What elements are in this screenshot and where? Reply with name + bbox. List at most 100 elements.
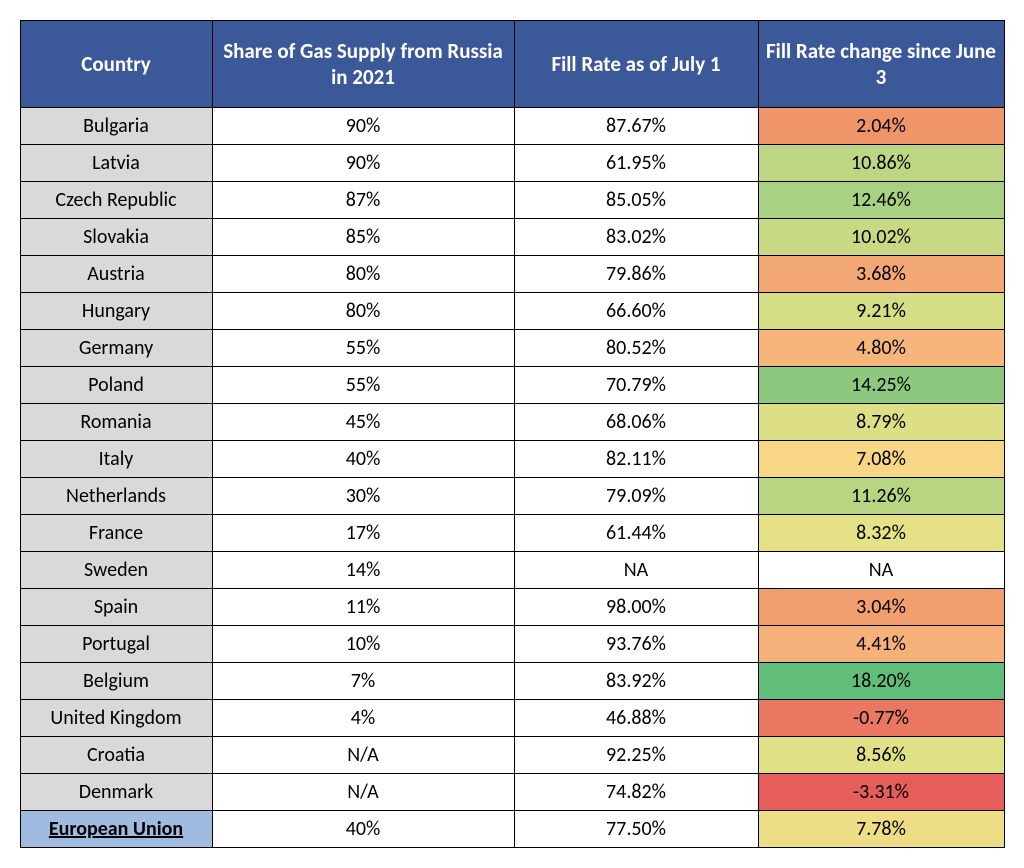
table-row: Austria80%79.86%3.68% — [20, 256, 1004, 293]
cell-country: Romania — [20, 404, 212, 441]
cell-change: NA — [758, 552, 1004, 589]
cell-share: 55% — [212, 367, 514, 404]
table-row: Bulgaria90%87.67%2.04% — [20, 108, 1004, 145]
table-row: France17%61.44%8.32% — [20, 515, 1004, 552]
cell-fill: 74.82% — [514, 774, 758, 811]
table-header: Country Share of Gas Supply from Russia … — [20, 21, 1004, 108]
cell-share: 90% — [212, 145, 514, 182]
cell-change: 3.04% — [758, 589, 1004, 626]
cell-change: 8.79% — [758, 404, 1004, 441]
cell-fill: 87.67% — [514, 108, 758, 145]
cell-change: 7.08% — [758, 441, 1004, 478]
cell-country: United Kingdom — [20, 700, 212, 737]
cell-change: 12.46% — [758, 182, 1004, 219]
table-row: Belgium7%83.92%18.20% — [20, 663, 1004, 700]
header-row: Country Share of Gas Supply from Russia … — [20, 21, 1004, 108]
table-row: CroatiaN/A92.25%8.56% — [20, 737, 1004, 774]
cell-eu-fill: 77.50% — [514, 811, 758, 848]
cell-country: Czech Republic — [20, 182, 212, 219]
cell-share: 7% — [212, 663, 514, 700]
cell-change: 8.32% — [758, 515, 1004, 552]
table-row: Latvia90%61.95%10.86% — [20, 145, 1004, 182]
cell-country: Bulgaria — [20, 108, 212, 145]
cell-share: N/A — [212, 737, 514, 774]
cell-change: -3.31% — [758, 774, 1004, 811]
cell-country: Italy — [20, 441, 212, 478]
cell-fill: 61.44% — [514, 515, 758, 552]
cell-country: Austria — [20, 256, 212, 293]
cell-country: Poland — [20, 367, 212, 404]
cell-fill: 61.95% — [514, 145, 758, 182]
cell-share: 40% — [212, 441, 514, 478]
table-row: Romania45%68.06%8.79% — [20, 404, 1004, 441]
cell-fill: 82.11% — [514, 441, 758, 478]
cell-change: 10.86% — [758, 145, 1004, 182]
cell-eu-change: 7.78% — [758, 811, 1004, 848]
cell-fill: 68.06% — [514, 404, 758, 441]
gas-supply-table: Country Share of Gas Supply from Russia … — [20, 20, 1005, 848]
cell-country: Portugal — [20, 626, 212, 663]
table-row: Sweden14%NANA — [20, 552, 1004, 589]
cell-fill: 98.00% — [514, 589, 758, 626]
cell-change: 2.04% — [758, 108, 1004, 145]
table-row: Czech Republic87%85.05%12.46% — [20, 182, 1004, 219]
cell-share: 10% — [212, 626, 514, 663]
table-row: Poland55%70.79%14.25% — [20, 367, 1004, 404]
table-row: DenmarkN/A74.82%-3.31% — [20, 774, 1004, 811]
table-row: United Kingdom4%46.88%-0.77% — [20, 700, 1004, 737]
cell-share: 80% — [212, 293, 514, 330]
cell-change: 10.02% — [758, 219, 1004, 256]
col-header-share: Share of Gas Supply from Russia in 2021 — [212, 21, 514, 108]
table-row: Hungary80%66.60%9.21% — [20, 293, 1004, 330]
cell-change: 4.41% — [758, 626, 1004, 663]
cell-country: Germany — [20, 330, 212, 367]
cell-fill: 85.05% — [514, 182, 758, 219]
cell-share: 55% — [212, 330, 514, 367]
cell-change: 9.21% — [758, 293, 1004, 330]
cell-fill: 93.76% — [514, 626, 758, 663]
cell-fill: 79.09% — [514, 478, 758, 515]
cell-country: Croatia — [20, 737, 212, 774]
cell-country: Sweden — [20, 552, 212, 589]
table-body: Bulgaria90%87.67%2.04%Latvia90%61.95%10.… — [20, 108, 1004, 848]
cell-country: Spain — [20, 589, 212, 626]
cell-country: Slovakia — [20, 219, 212, 256]
cell-fill: 79.86% — [514, 256, 758, 293]
col-header-country: Country — [20, 21, 212, 108]
table-row: Spain11%98.00%3.04% — [20, 589, 1004, 626]
cell-eu-share: 40% — [212, 811, 514, 848]
cell-change: 14.25% — [758, 367, 1004, 404]
table-row: Slovakia85%83.02%10.02% — [20, 219, 1004, 256]
cell-change: 8.56% — [758, 737, 1004, 774]
cell-share: 90% — [212, 108, 514, 145]
cell-share: 80% — [212, 256, 514, 293]
cell-fill: 92.25% — [514, 737, 758, 774]
cell-share: 85% — [212, 219, 514, 256]
cell-fill: 83.02% — [514, 219, 758, 256]
cell-share: 30% — [212, 478, 514, 515]
cell-country: Latvia — [20, 145, 212, 182]
cell-share: 17% — [212, 515, 514, 552]
cell-country: Hungary — [20, 293, 212, 330]
cell-fill: 70.79% — [514, 367, 758, 404]
cell-change: 11.26% — [758, 478, 1004, 515]
cell-fill: 66.60% — [514, 293, 758, 330]
table-row: Italy40%82.11%7.08% — [20, 441, 1004, 478]
cell-share: 87% — [212, 182, 514, 219]
cell-country: Belgium — [20, 663, 212, 700]
cell-eu-label: European Union — [20, 811, 212, 848]
cell-country: Netherlands — [20, 478, 212, 515]
cell-change: 3.68% — [758, 256, 1004, 293]
cell-share: 11% — [212, 589, 514, 626]
col-header-change: Fill Rate change since June 3 — [758, 21, 1004, 108]
cell-change: 4.80% — [758, 330, 1004, 367]
table-row: Portugal10%93.76%4.41% — [20, 626, 1004, 663]
cell-fill: 83.92% — [514, 663, 758, 700]
cell-share: 14% — [212, 552, 514, 589]
cell-share: N/A — [212, 774, 514, 811]
cell-fill: 80.52% — [514, 330, 758, 367]
cell-country: France — [20, 515, 212, 552]
cell-fill: NA — [514, 552, 758, 589]
table-row: Netherlands30%79.09%11.26% — [20, 478, 1004, 515]
col-header-fill: Fill Rate as of July 1 — [514, 21, 758, 108]
